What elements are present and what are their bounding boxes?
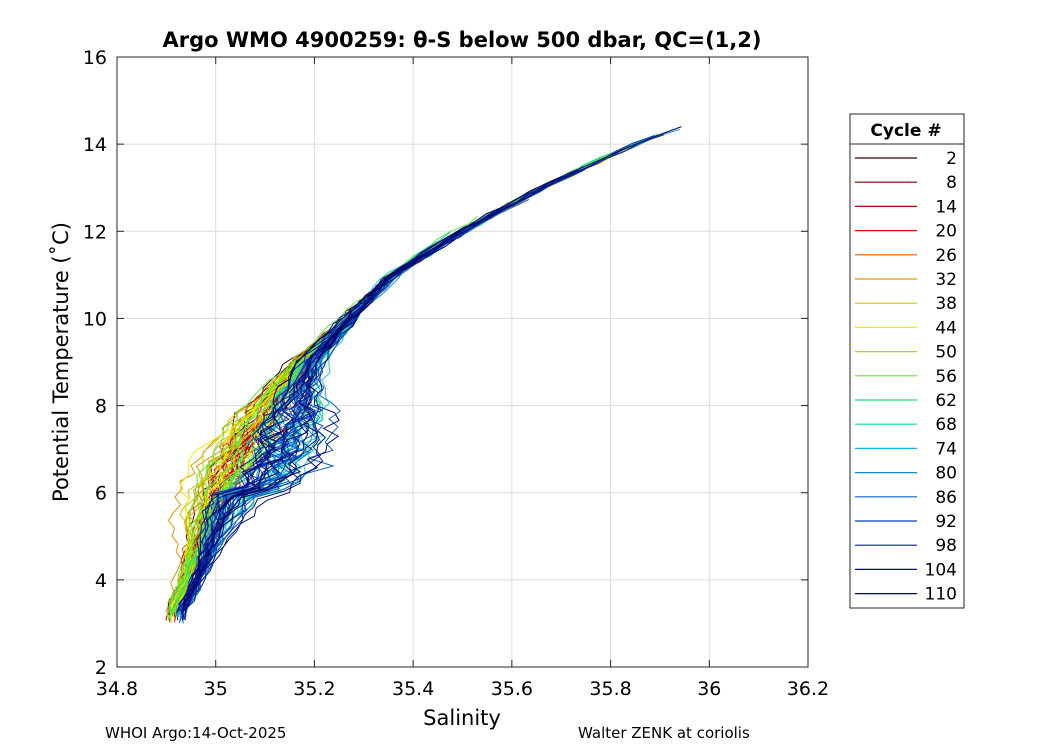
y-tick-label: 6 [95, 483, 107, 505]
legend-label: 8 [946, 173, 957, 193]
legend-label: 26 [935, 246, 957, 266]
y-axis-ticks: 2 4 6 8 10 12 14 16 [83, 47, 808, 679]
legend-title: Cycle # [870, 121, 941, 141]
legend-label: 74 [935, 439, 957, 459]
legend-label: 56 [935, 367, 957, 387]
footer-date-label: WHOI Argo:14-Oct-2025 [105, 724, 287, 742]
legend-label: 14 [935, 197, 957, 217]
profile-line [183, 166, 584, 607]
legend-entries: 2 8 14 20 26 32 38 44 50 56 62 68 74 80 86 92 98 104 110 [855, 149, 957, 605]
x-tick-label: 35.6 [491, 678, 533, 700]
legend-label: 50 [935, 343, 957, 363]
profile-line [184, 318, 358, 617]
legend-box [849, 113, 965, 609]
profile-line [178, 290, 377, 605]
x-tick-label: 36.2 [787, 678, 829, 700]
y-tick-label: 2 [95, 657, 107, 679]
x-tick-label: 35.2 [293, 678, 335, 700]
y-tick-label: 16 [83, 47, 107, 69]
y-axis-label: Potential Temperature (˚C) [49, 222, 73, 502]
legend-label: 62 [935, 391, 957, 411]
y-tick-label: 14 [83, 134, 107, 156]
chart-title: Argo WMO 4900259: θ-S below 500 dbar, QC… [163, 28, 762, 52]
legend-label: 32 [935, 270, 957, 290]
legend-label: 2 [946, 149, 957, 169]
legend-label: 20 [935, 222, 957, 242]
legend-label: 80 [935, 464, 957, 484]
profile-lines [165, 126, 682, 624]
x-tick-label: 34.8 [96, 678, 138, 700]
y-tick-label: 10 [83, 308, 107, 330]
plot-frame [116, 56, 809, 668]
legend-label: 44 [935, 318, 957, 338]
legend: Cycle # 2 8 14 20 26 32 38 44 50 56 62 68 74 80 86 92 98… [849, 113, 965, 609]
legend-label: 38 [935, 294, 957, 314]
legend-label: 110 [925, 585, 957, 605]
x-axis-ticks: 34.8 35 35.2 35.4 35.6 35.8 36 36.2 [96, 57, 829, 700]
y-tick-label: 4 [95, 570, 107, 592]
x-tick-label: 35.8 [589, 678, 631, 700]
grid [117, 57, 808, 667]
plot-area [117, 57, 808, 667]
profile-line [187, 126, 682, 606]
x-tick-label: 35 [204, 678, 228, 700]
profile-line [185, 382, 327, 618]
legend-label: 86 [935, 488, 957, 508]
x-axis-label: Salinity [423, 706, 501, 730]
x-tick-label: 36 [697, 678, 721, 700]
legend-label: 98 [935, 536, 957, 556]
y-tick-label: 8 [95, 396, 107, 418]
footer-owner-label: Walter ZENK at coriolis [578, 724, 750, 742]
y-tick-label: 12 [83, 221, 107, 243]
legend-label: 104 [925, 560, 957, 580]
legend-label: 68 [935, 415, 957, 435]
x-tick-label: 35.4 [392, 678, 434, 700]
legend-label: 92 [935, 512, 957, 532]
